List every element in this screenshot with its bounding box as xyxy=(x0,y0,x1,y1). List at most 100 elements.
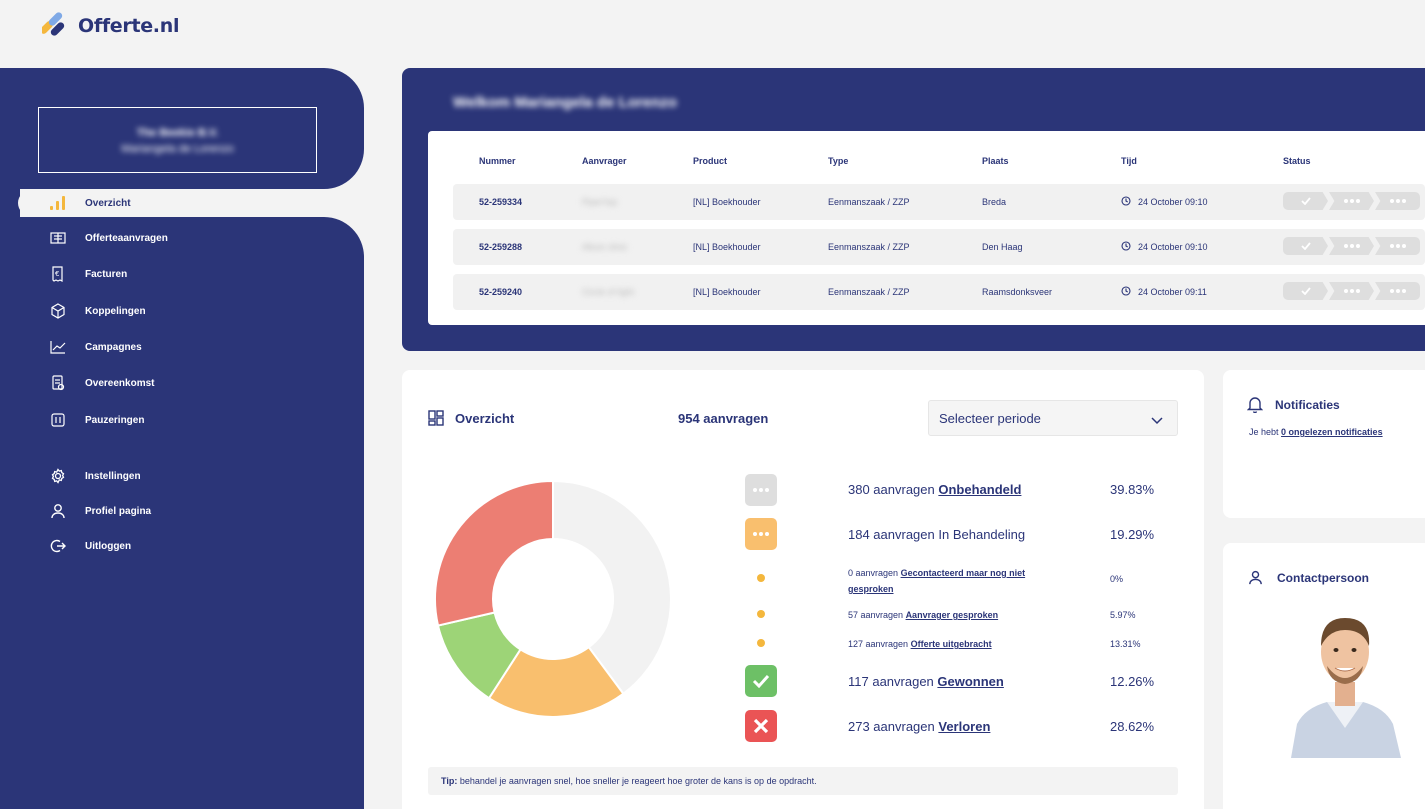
bar-chart-icon xyxy=(48,194,68,212)
legend-link[interactable]: Offerte uitgebracht xyxy=(910,639,992,649)
legend-link[interactable]: Aanvrager gesproken xyxy=(905,610,999,620)
contact-card: Contactpersoon xyxy=(1223,543,1425,809)
user-icon xyxy=(1247,569,1264,591)
legend-text: 184 aanvragen In Behandeling xyxy=(848,527,1026,542)
sidebar-item-pauzeringen[interactable]: Pauzeringen xyxy=(48,410,144,430)
pending-dots-icon xyxy=(745,474,777,506)
type: Eenmanszaak / ZZP xyxy=(828,287,910,297)
contact-title: Contactpersoon xyxy=(1277,571,1370,585)
check-icon xyxy=(1283,192,1328,210)
request-number: 52-259334 xyxy=(479,197,523,207)
legend-text: 127 aanvragen Offerte uitgebracht xyxy=(848,639,992,649)
legend-pct: 12.26% xyxy=(1110,674,1155,689)
time: 24 October 09:11 xyxy=(1138,287,1207,297)
agreement-icon xyxy=(48,374,68,392)
sidebar-item-overzicht[interactable]: Overzicht xyxy=(48,193,131,213)
close-icon xyxy=(745,710,777,742)
overview-card: Overzicht 954 aanvragen Selecteer period… xyxy=(402,370,1204,809)
clock-icon xyxy=(1121,241,1131,253)
sidebar-item-campagnes[interactable]: Campagnes xyxy=(48,337,142,357)
profile-company: The Beekie B.V. xyxy=(136,127,219,139)
sidebar-item-facturen[interactable]: € Facturen xyxy=(48,264,127,284)
sidebar-item-offerteaanvragen[interactable]: Offerteaanvragen xyxy=(48,228,168,248)
contact-avatar xyxy=(1291,618,1401,758)
column-header: Nummer xyxy=(479,156,516,166)
column-header: Aanvrager xyxy=(582,156,627,166)
legend-pct: 39.83% xyxy=(1110,482,1155,497)
requests-icon xyxy=(48,229,68,247)
sidebar-item-uitloggen[interactable]: Uitloggen xyxy=(48,536,131,556)
pause-icon xyxy=(48,411,68,429)
requester: Circle of light xyxy=(582,287,635,297)
clock-icon xyxy=(1121,286,1131,298)
donut-chart xyxy=(434,479,672,718)
requester: Allure clinic xyxy=(582,242,628,252)
sidebar-item-instellingen[interactable]: Instellingen xyxy=(48,466,141,486)
status-progress xyxy=(1283,192,1421,210)
pending-dots-icon xyxy=(1329,282,1374,300)
sidebar-item-label: Offerteaanvragen xyxy=(85,232,168,244)
check-icon xyxy=(1283,282,1328,300)
invoice-icon: € xyxy=(48,265,68,283)
tip-banner: Tip: behandel je aanvragen snel, hoe sne… xyxy=(428,767,1178,795)
legend-pct: 28.62% xyxy=(1110,719,1155,734)
total-requests: 954 aanvragen xyxy=(678,411,769,426)
time: 24 October 09:10 xyxy=(1138,242,1208,252)
dashboard-icon xyxy=(428,410,444,431)
column-header: Tijd xyxy=(1121,156,1137,166)
legend-link[interactable]: Gewonnen xyxy=(937,674,1004,689)
legend-pct: 19.29% xyxy=(1110,527,1155,542)
sidebar-item-overeenkomst[interactable]: Overeenkomst xyxy=(48,373,154,393)
logo[interactable]: Offerte.nl xyxy=(42,12,179,40)
legend-link[interactable]: Gecontacteerd maar nog niet gesproken xyxy=(848,568,1026,594)
product: [NL] Boekhouder xyxy=(693,197,761,207)
period-select[interactable]: Selecteer periode xyxy=(928,400,1178,436)
welcome-panel: Welkom Mariangela de Lorenzo Nummer Aanv… xyxy=(402,68,1425,351)
donut-slice-onbehandeld xyxy=(552,479,672,696)
gear-icon xyxy=(48,467,68,485)
pending-dots-icon xyxy=(1375,192,1420,210)
table-row[interactable]: 52-259240 Circle of light [NL] Boekhoude… xyxy=(453,274,1425,310)
sidebar-item-label: Overeenkomst xyxy=(85,377,155,389)
pending-dots-icon xyxy=(1375,282,1420,300)
status-dot xyxy=(757,639,765,647)
user-icon xyxy=(48,502,68,520)
table-row[interactable]: 52-259288 Allure clinic [NL] Boekhouder … xyxy=(453,229,1425,265)
donut-slice-verloren xyxy=(434,479,554,627)
column-header: Product xyxy=(693,156,728,166)
logout-icon xyxy=(48,537,68,555)
legend-pct: 5.97% xyxy=(1110,610,1136,620)
legend-pct: 0% xyxy=(1110,574,1124,584)
sidebar-item-label: Campagnes xyxy=(85,341,142,353)
status-dot xyxy=(757,610,765,618)
brand-name: Offerte.nl xyxy=(78,15,180,37)
legend-text: 117 aanvragen Gewonnen xyxy=(848,674,1004,689)
notifications-title: Notificaties xyxy=(1275,398,1340,412)
sidebar-item-label: Koppelingen xyxy=(85,305,146,317)
sidebar-item-koppelingen[interactable]: Koppelingen xyxy=(48,301,146,321)
logo-icon xyxy=(42,12,65,36)
place: Den Haag xyxy=(982,242,1023,252)
profile-person: Mariangela de Lorenzo xyxy=(121,143,234,155)
legend-text: 57 aanvragen Aanvrager gesproken xyxy=(848,610,999,620)
status-progress xyxy=(1283,237,1421,255)
place: Breda xyxy=(982,197,1007,207)
sidebar-item-label: Overzicht xyxy=(85,197,131,209)
sidebar-item-profiel[interactable]: Profiel pagina xyxy=(48,501,151,521)
sidebar-profile-panel xyxy=(0,68,364,189)
sidebar-item-label: Facturen xyxy=(85,268,128,280)
column-header: Type xyxy=(828,156,849,166)
unread-notifications-link[interactable]: 0 ongelezen notificaties xyxy=(1281,427,1383,437)
profile-box: The Beekie B.V. Mariangela de Lorenzo xyxy=(38,107,317,173)
notifications-card: Notificaties Je hebt 0 ongelezen notific… xyxy=(1223,370,1425,518)
type: Eenmanszaak / ZZP xyxy=(828,197,910,207)
table-row[interactable]: 52-259334 Piper'top [NL] Boekhouder Eenm… xyxy=(453,184,1425,220)
clock-icon xyxy=(1121,196,1131,208)
period-select-value: Selecteer periode xyxy=(939,411,1041,426)
bell-icon xyxy=(1246,396,1264,418)
legend-text: 0 aanvragen Gecontacteerd maar nog niet … xyxy=(848,568,1026,594)
legend-text: 380 aanvragen Onbehandeld xyxy=(848,482,1022,497)
legend-link[interactable]: Onbehandeld xyxy=(938,482,1022,497)
sidebar-item-label: Profiel pagina xyxy=(85,505,152,517)
legend-link[interactable]: Verloren xyxy=(938,719,991,734)
